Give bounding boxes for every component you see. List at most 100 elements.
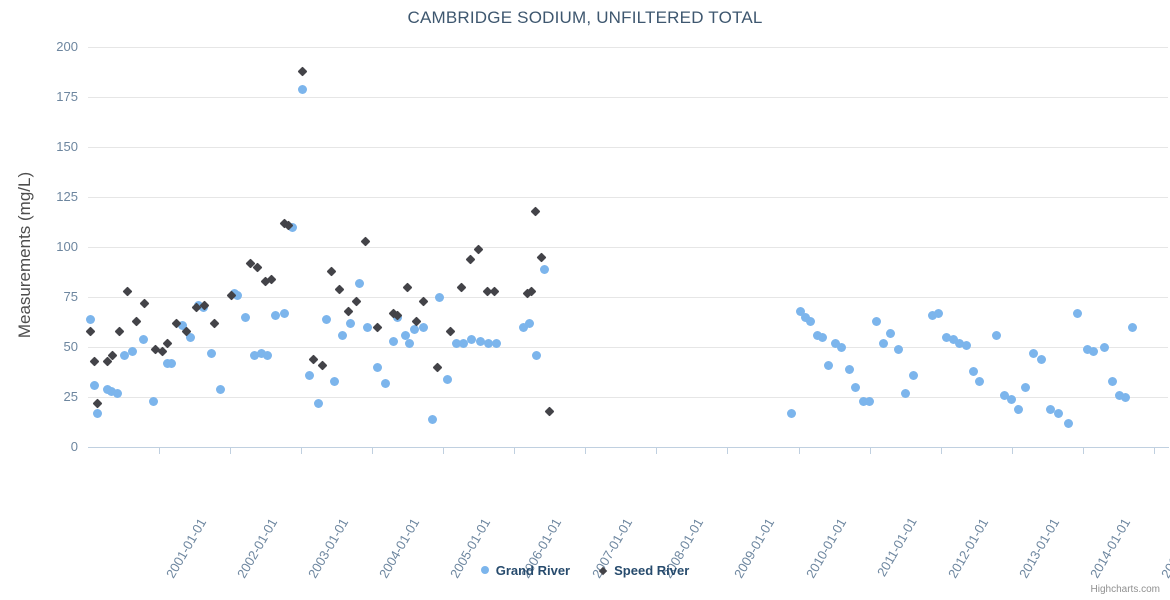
data-point-speed-river[interactable]: [544, 406, 555, 416]
data-point-grand-river[interactable]: [106, 386, 116, 396]
data-point-speed-river[interactable]: [432, 362, 443, 372]
data-point-grand-river[interactable]: [138, 334, 148, 344]
data-point-speed-river[interactable]: [131, 316, 142, 326]
data-point-speed-river[interactable]: [402, 282, 413, 292]
data-point-grand-river[interactable]: [345, 318, 355, 328]
data-point-speed-river[interactable]: [297, 66, 308, 76]
data-point-grand-river[interactable]: [93, 408, 103, 418]
data-point-grand-river[interactable]: [961, 340, 971, 350]
data-point-grand-river[interactable]: [1007, 394, 1017, 404]
data-point-speed-river[interactable]: [85, 326, 96, 336]
data-point-speed-river[interactable]: [473, 244, 484, 254]
data-point-speed-river[interactable]: [530, 206, 541, 216]
data-point-speed-river[interactable]: [266, 274, 277, 284]
data-point-grand-river[interactable]: [163, 358, 173, 368]
data-point-speed-river[interactable]: [252, 262, 263, 272]
data-point-grand-river[interactable]: [428, 414, 438, 424]
data-point-grand-river[interactable]: [531, 350, 541, 360]
data-point-grand-river[interactable]: [178, 320, 187, 330]
data-point-speed-river[interactable]: [334, 284, 345, 294]
data-point-grand-river[interactable]: [354, 278, 364, 288]
data-point-grand-river[interactable]: [806, 316, 816, 326]
data-point-grand-river[interactable]: [1082, 344, 1092, 354]
data-point-grand-river[interactable]: [519, 322, 529, 332]
data-point-speed-river[interactable]: [526, 286, 537, 296]
data-point-grand-river[interactable]: [418, 322, 428, 332]
data-point-grand-river[interactable]: [443, 374, 453, 384]
data-point-grand-river[interactable]: [1127, 322, 1137, 332]
data-point-speed-river[interactable]: [308, 354, 319, 364]
data-point-grand-river[interactable]: [941, 332, 951, 342]
data-point-grand-river[interactable]: [298, 84, 308, 94]
data-point-grand-river[interactable]: [330, 376, 340, 386]
data-point-speed-river[interactable]: [181, 326, 191, 336]
data-point-speed-river[interactable]: [115, 326, 125, 336]
data-point-speed-river[interactable]: [139, 298, 150, 308]
data-point-grand-river[interactable]: [909, 370, 919, 380]
data-point-grand-river[interactable]: [250, 350, 260, 360]
data-point-speed-river[interactable]: [317, 360, 328, 370]
legend-item-grand-river[interactable]: Grand River: [480, 563, 570, 578]
data-point-grand-river[interactable]: [256, 348, 266, 358]
data-point-grand-river[interactable]: [1054, 408, 1064, 418]
data-point-grand-river[interactable]: [813, 330, 823, 340]
data-point-speed-river[interactable]: [489, 286, 500, 296]
data-point-grand-river[interactable]: [393, 312, 403, 322]
data-point-speed-river[interactable]: [171, 318, 182, 328]
data-point-grand-river[interactable]: [185, 332, 195, 342]
data-point-speed-river[interactable]: [482, 286, 493, 296]
data-point-speed-river[interactable]: [150, 344, 161, 354]
data-point-speed-river[interactable]: [107, 350, 118, 360]
data-point-grand-river[interactable]: [381, 378, 391, 388]
data-point-grand-river[interactable]: [872, 316, 882, 326]
data-point-speed-river[interactable]: [456, 282, 467, 292]
data-point-grand-river[interactable]: [1046, 404, 1056, 414]
data-point-grand-river[interactable]: [373, 362, 383, 372]
data-point-grand-river[interactable]: [233, 290, 243, 300]
data-point-grand-river[interactable]: [1072, 308, 1082, 318]
data-point-speed-river[interactable]: [326, 266, 336, 276]
data-point-grand-river[interactable]: [893, 344, 903, 354]
data-point-grand-river[interactable]: [934, 308, 943, 318]
data-point-speed-river[interactable]: [411, 316, 422, 326]
data-point-grand-river[interactable]: [927, 310, 937, 320]
data-point-speed-river[interactable]: [89, 356, 100, 366]
data-point-grand-river[interactable]: [818, 332, 828, 342]
data-point-grand-river[interactable]: [823, 360, 833, 370]
data-point-grand-river[interactable]: [288, 222, 298, 232]
data-point-grand-river[interactable]: [401, 330, 411, 340]
data-point-grand-river[interactable]: [1037, 354, 1047, 364]
data-point-grand-river[interactable]: [215, 384, 225, 394]
data-point-grand-river[interactable]: [279, 308, 289, 318]
data-point-speed-river[interactable]: [199, 300, 210, 310]
data-point-grand-river[interactable]: [1028, 348, 1038, 358]
data-point-grand-river[interactable]: [207, 348, 217, 358]
data-point-grand-river[interactable]: [1000, 390, 1010, 400]
data-point-grand-river[interactable]: [850, 382, 860, 392]
data-point-grand-river[interactable]: [786, 408, 796, 418]
data-point-speed-river[interactable]: [122, 286, 133, 296]
data-point-grand-river[interactable]: [1115, 390, 1125, 400]
data-point-speed-river[interactable]: [392, 310, 403, 320]
data-point-speed-river[interactable]: [226, 290, 237, 300]
legend-item-speed-river[interactable]: Speed River: [598, 563, 689, 578]
data-point-speed-river[interactable]: [191, 302, 201, 312]
data-point-grand-river[interactable]: [886, 328, 896, 338]
data-point-grand-river[interactable]: [467, 334, 477, 344]
data-point-grand-river[interactable]: [948, 334, 958, 344]
data-point-grand-river[interactable]: [337, 330, 347, 340]
data-point-grand-river[interactable]: [475, 336, 485, 346]
data-point-speed-river[interactable]: [102, 356, 113, 366]
data-point-grand-river[interactable]: [1021, 382, 1031, 392]
data-point-speed-river[interactable]: [388, 308, 399, 318]
data-point-grand-river[interactable]: [974, 376, 984, 386]
data-point-grand-river[interactable]: [262, 350, 272, 360]
data-point-speed-river[interactable]: [445, 326, 456, 336]
data-point-grand-river[interactable]: [166, 358, 176, 368]
data-point-grand-river[interactable]: [796, 306, 806, 316]
data-point-grand-river[interactable]: [271, 310, 281, 320]
data-point-grand-river[interactable]: [314, 398, 324, 408]
data-point-grand-river[interactable]: [389, 336, 399, 346]
data-point-speed-river[interactable]: [360, 236, 371, 246]
data-point-grand-river[interactable]: [194, 300, 204, 310]
